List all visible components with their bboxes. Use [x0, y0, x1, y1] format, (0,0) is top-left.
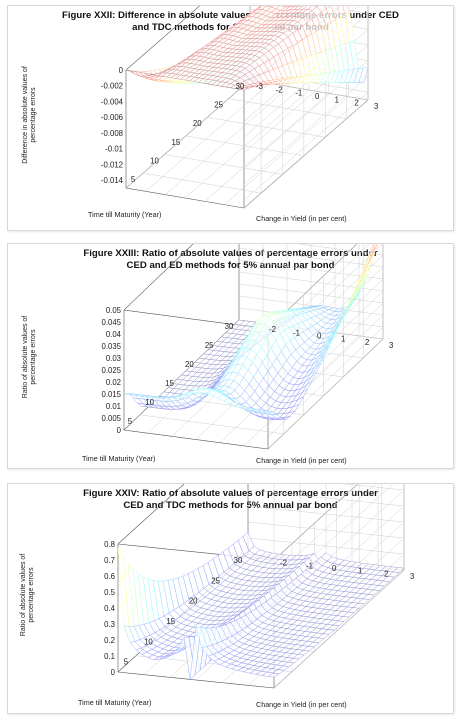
z-tick-label: -0.004: [101, 97, 124, 106]
surface-plot: 0 -0.002 -0.004 -0.006 -0.008 -0.01 -0.012 -0.0…: [101, 6, 378, 209]
y-tick-label: 0: [317, 332, 322, 341]
y-tick-label: 2: [384, 569, 388, 578]
z-tick-label: 0.6: [104, 572, 115, 581]
x-tick-label: 25: [214, 101, 223, 110]
y-axis-label: Change in Yield (in per cent): [256, 456, 347, 465]
x-tick-label: 25: [211, 576, 220, 585]
z-tick-label: -0.014: [101, 176, 124, 185]
z-tick-label: 0: [117, 426, 122, 435]
surface-mesh: [123, 244, 378, 420]
z-tick-label: -0.006: [101, 113, 123, 122]
z-tick-label: 0.04: [106, 330, 122, 339]
x-axis-label: Time till Maturity (Year): [88, 210, 162, 219]
z-tick-label: 0.1: [104, 652, 115, 661]
x-tick-label: 20: [189, 597, 198, 606]
y-tick-label: 0: [315, 92, 320, 101]
y-tick-label: 1: [335, 95, 339, 104]
z-tick-label: 0.005: [101, 414, 121, 423]
y-tick-label: -2: [280, 559, 287, 568]
y-tick-label: 3: [410, 572, 414, 581]
z-tick-label: 0.025: [101, 366, 121, 375]
z-tick-label: 0.8: [104, 540, 115, 549]
z-tick-label: 0.3: [104, 620, 115, 629]
x-tick-label: 15: [172, 138, 181, 147]
title-line-1: Figure XXII: Difference in absolute valu…: [62, 10, 399, 21]
y-axis-label: Change in Yield (in per cent): [256, 700, 347, 709]
z-tick-label: 0: [119, 66, 124, 75]
x-axis-label: Time till Maturity (Year): [82, 454, 156, 463]
y-tick-label: -1: [293, 328, 300, 337]
x-tick-label: 30: [225, 322, 234, 331]
z-tick-label: -0.002: [101, 82, 123, 91]
z-tick-label: 0.01: [106, 402, 121, 411]
z-tick-label: 0.2: [104, 636, 115, 645]
x-tick-label: 10: [145, 398, 154, 407]
x-tick-label: 30: [234, 556, 243, 565]
z-tick-label: 0.03: [106, 354, 121, 363]
z-tick-label: 0.02: [106, 378, 121, 387]
x-axis-label: Time till Maturity (Year): [78, 698, 152, 707]
y-tick-label: 2: [365, 338, 369, 347]
y-tick-label: -2: [269, 325, 276, 334]
x-tick-label: 10: [144, 637, 153, 646]
x-tick-label: 20: [185, 360, 194, 369]
x-tick-label: 5: [128, 417, 133, 426]
x-tick-label: 5: [124, 658, 129, 667]
y-tick-label: 0: [332, 564, 337, 573]
y-tick-label: -2: [276, 85, 283, 94]
x-tick-label: 15: [165, 379, 174, 388]
z-tick-label: 0.035: [101, 342, 121, 351]
z-tick-label: 0.4: [104, 604, 116, 613]
y-axis-label: Change in Yield (in per cent): [256, 214, 347, 223]
y-tick-label: 1: [341, 335, 345, 344]
surface-mesh: [125, 6, 369, 91]
z-tick-label: -0.008: [101, 129, 123, 138]
z-tick-label: 0.045: [101, 318, 121, 327]
x-tick-label: 5: [131, 175, 136, 184]
chart-title: Figure XXIII: Ratio of absolute values o…: [8, 248, 453, 272]
z-tick-label: 0.05: [106, 306, 122, 315]
y-tick-label: 2: [354, 99, 358, 108]
chart-panel-2: Figure XXIII: Ratio of absolute values o…: [8, 244, 453, 468]
chart-panel-3: Figure XXIV: Ratio of absolute values of…: [8, 484, 453, 713]
title-line-1: Figure XXIV: Ratio of absolute values of…: [83, 488, 378, 499]
y-tick-label: 3: [374, 102, 378, 111]
chart-title: Figure XXIV: Ratio of absolute values of…: [8, 488, 453, 512]
x-tick-label: 20: [193, 119, 202, 128]
z-tick-label: 0.015: [101, 390, 121, 399]
y-tick-label: -1: [306, 561, 313, 570]
y-tick-label: 1: [358, 567, 362, 576]
title-line-2: CED and TDC methods for 5% annual par bo…: [123, 500, 338, 511]
z-tick-label: -0.012: [101, 160, 123, 169]
tick-labels: 0 0.005 0.01 0.015 0.02 0.025 0.03 0.035 0.04 0.0…: [101, 306, 393, 435]
chart-panel-1: Figure XXII: Difference in absolute valu…: [8, 6, 453, 230]
y-tick-label: -3: [256, 82, 263, 91]
y-tick-label: 3: [389, 341, 393, 350]
z-tick-label: -0.01: [105, 145, 123, 154]
title-line-2: CED and ED methods for 5% annual par bon…: [126, 260, 335, 271]
tick-labels: 0 -0.002 -0.004 -0.006 -0.008 -0.01 -0.012 -0.0…: [101, 66, 378, 185]
x-tick-label: 25: [205, 341, 214, 350]
y-tick-label: -1: [295, 89, 302, 98]
z-tick-label: 0.5: [104, 588, 116, 597]
x-tick-label: 10: [150, 156, 159, 165]
surface-plot: 0 0.005 0.01 0.015 0.02 0.025 0.03 0.035 0.04 0.0…: [101, 244, 393, 450]
z-tick-label: 0.7: [104, 556, 115, 565]
surface-mesh: [117, 531, 405, 680]
x-tick-label: 15: [166, 617, 175, 626]
x-tick-label: 30: [236, 82, 245, 91]
title-line-1: Figure XXIII: Ratio of absolute values o…: [83, 248, 378, 259]
z-tick-label: 0: [111, 668, 116, 677]
